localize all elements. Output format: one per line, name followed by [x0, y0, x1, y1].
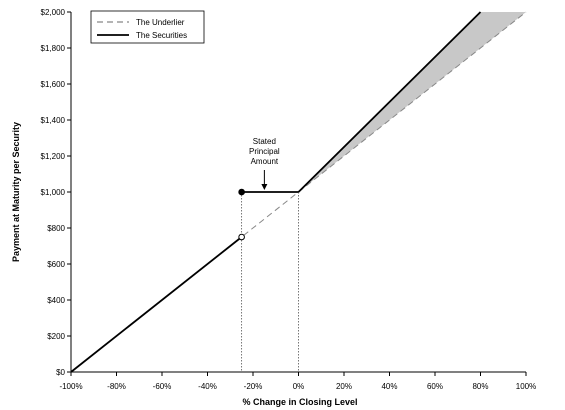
- y-axis-ticks: $0 $200 $400 $600 $800 $1,000 $1,200 $1,400 $1,6…: [41, 8, 71, 377]
- y-tick-label: $1,400: [41, 116, 66, 125]
- y-tick-label: $1,800: [41, 44, 66, 53]
- x-tick-label: 0%: [293, 382, 305, 391]
- x-tick-label: 20%: [336, 382, 352, 391]
- annotation-line-1: Stated: [253, 137, 276, 146]
- securities-segment: [70, 236, 243, 373]
- x-tick-label: 100%: [516, 382, 536, 391]
- series-securities-lines: [70, 11, 482, 373]
- x-tick-label: -80%: [107, 382, 126, 391]
- y-axis-title: Payment at Maturity per Security: [11, 122, 21, 262]
- y-tick-label: $1,000: [41, 188, 66, 197]
- y-tick-label: $2,000: [41, 8, 66, 17]
- x-tick-label: 60%: [427, 382, 443, 391]
- x-axis-title: % Change in Closing Level: [242, 397, 357, 407]
- legend-box: [90, 10, 205, 44]
- y-tick-label: $600: [47, 260, 65, 269]
- stated-principal-annotation: Stated Principal Amount: [249, 137, 280, 190]
- legend: The Underlier The Securities: [90, 10, 205, 44]
- legend-label-underlier: The Underlier: [136, 18, 185, 27]
- x-axis-ticks: -100% -80% -60% -40% -20% 0% 20% 40% 60% 80% 100%: [59, 372, 536, 391]
- open-marker: [238, 233, 245, 241]
- x-tick-label: 40%: [381, 382, 397, 391]
- x-tick-label: -100%: [59, 382, 82, 391]
- reference-lines: [241, 192, 299, 372]
- y-tick-label: $200: [47, 332, 65, 341]
- annotation-line-2: Principal: [249, 147, 280, 156]
- y-tick-label: $800: [47, 224, 65, 233]
- annotation-line-3: Amount: [251, 157, 279, 166]
- y-tick-label: $1,600: [41, 80, 66, 89]
- markers: [238, 188, 245, 241]
- y-tick-label: $400: [47, 296, 65, 305]
- x-tick-label: -60%: [153, 382, 172, 391]
- filled-marker: [238, 188, 245, 196]
- x-tick-label: 80%: [472, 382, 488, 391]
- y-tick-label: $1,200: [41, 152, 66, 161]
- legend-label-securities: The Securities: [136, 31, 187, 40]
- x-tick-label: -20%: [244, 382, 263, 391]
- x-tick-label: -40%: [198, 382, 217, 391]
- annotation-arrowhead-icon: [261, 184, 268, 190]
- y-tick-label: $0: [56, 368, 65, 377]
- securities-segment: [297, 11, 482, 193]
